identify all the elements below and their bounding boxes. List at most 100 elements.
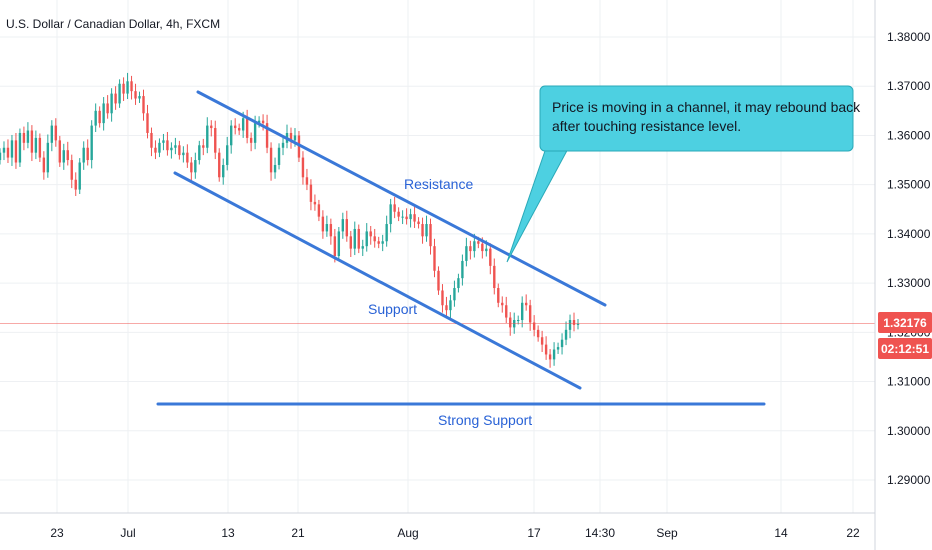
candle-body <box>198 145 201 161</box>
x-tick-label: 14 <box>774 526 788 540</box>
candle-body <box>150 132 153 148</box>
candle-body <box>473 241 476 252</box>
candle-body <box>170 147 173 151</box>
candle-body <box>245 118 249 138</box>
callout-joint <box>545 140 575 150</box>
candle-body <box>178 145 181 156</box>
x-tick-label: Sep <box>656 526 678 540</box>
candle-body <box>361 246 364 249</box>
candle-body <box>126 81 129 94</box>
candle-body <box>429 224 432 247</box>
candle-body <box>544 344 548 355</box>
y-tick-label: 1.36000 <box>887 128 931 142</box>
candle-body <box>293 135 297 141</box>
candle-body <box>540 337 544 345</box>
candle-body <box>449 300 452 311</box>
candle-body <box>281 142 285 148</box>
candle-body <box>453 288 456 301</box>
x-tick-label: 14:30 <box>585 526 615 540</box>
candle-body <box>505 305 508 318</box>
callout-text-line2: after touching resistance level. <box>552 118 741 134</box>
price-badge-value: 1.32176 <box>883 316 927 330</box>
candle-body <box>501 302 504 306</box>
candle-body <box>329 224 333 237</box>
candle-body <box>409 214 412 220</box>
candle-body <box>497 288 500 303</box>
candle-body <box>560 339 564 348</box>
candle-body <box>14 140 18 163</box>
candle-body <box>289 132 293 141</box>
x-tick-label: 21 <box>291 526 305 540</box>
resistance-line <box>196 90 607 307</box>
candle-body <box>413 214 416 222</box>
price-badge <box>878 312 932 333</box>
candle-body <box>222 164 225 178</box>
candle-body <box>118 83 121 104</box>
callout-pointer <box>506 144 571 263</box>
candle-body <box>369 231 372 237</box>
candle-body <box>166 140 169 151</box>
candle-body <box>38 137 42 158</box>
candle-body <box>564 329 568 340</box>
candle-body <box>202 145 205 148</box>
candle-body <box>162 140 165 143</box>
candle-body <box>30 130 34 153</box>
candle-body <box>385 224 388 242</box>
candle-body <box>417 221 420 225</box>
candle-body <box>345 219 348 237</box>
candle-body <box>82 147 85 163</box>
candle-body <box>524 302 528 306</box>
candle-body <box>353 228 356 249</box>
candle-body <box>520 302 524 321</box>
x-tick-label: 22 <box>846 526 860 540</box>
candle-body <box>441 290 444 306</box>
y-tick-label: 1.35000 <box>887 178 931 192</box>
candle-body <box>425 224 428 237</box>
callout-text-line1: Price is moving in a channel, it may reb… <box>552 99 861 115</box>
candle-body <box>321 216 325 232</box>
candle-body <box>421 224 424 237</box>
candle-body <box>233 125 237 129</box>
candle-body <box>509 317 512 328</box>
candle-body <box>230 125 233 146</box>
candle-body <box>457 278 460 289</box>
x-tick-label: Aug <box>397 526 418 540</box>
countdown-badge <box>878 338 932 359</box>
candle-body <box>528 305 532 323</box>
candle-body <box>78 162 81 190</box>
candle-body <box>481 243 484 252</box>
candle-body <box>405 216 408 220</box>
candle-body <box>134 91 137 99</box>
candle-body <box>214 128 217 153</box>
candle-body <box>138 96 141 99</box>
candle-body <box>576 323 580 325</box>
candle-body <box>98 110 101 124</box>
candle-body <box>186 152 189 163</box>
candle-body <box>337 231 341 257</box>
candle-body <box>373 236 376 242</box>
candle-body <box>393 204 396 212</box>
candle-body <box>269 147 273 173</box>
candle-body <box>154 147 157 153</box>
candle-body <box>241 118 245 131</box>
candle-body <box>365 231 368 247</box>
candle-body <box>433 246 436 271</box>
candle-body <box>86 147 89 161</box>
candle-body <box>556 347 560 350</box>
drawings: Resistance Support Strong Support Price is … <box>0 85 875 428</box>
candle-body <box>317 204 321 217</box>
chart-title: U.S. Dollar / Canadian Dollar, 4h, FXCM <box>6 17 220 31</box>
candle-body <box>2 147 6 153</box>
candle-body <box>377 241 380 244</box>
candle-body <box>273 164 277 173</box>
candle-body <box>190 162 193 173</box>
candle-body <box>469 246 472 252</box>
candle-body <box>130 81 133 92</box>
candle-body <box>90 125 93 161</box>
candle-body <box>301 157 305 178</box>
y-tick-label: 1.38000 <box>887 30 931 44</box>
candle-body <box>493 265 496 289</box>
